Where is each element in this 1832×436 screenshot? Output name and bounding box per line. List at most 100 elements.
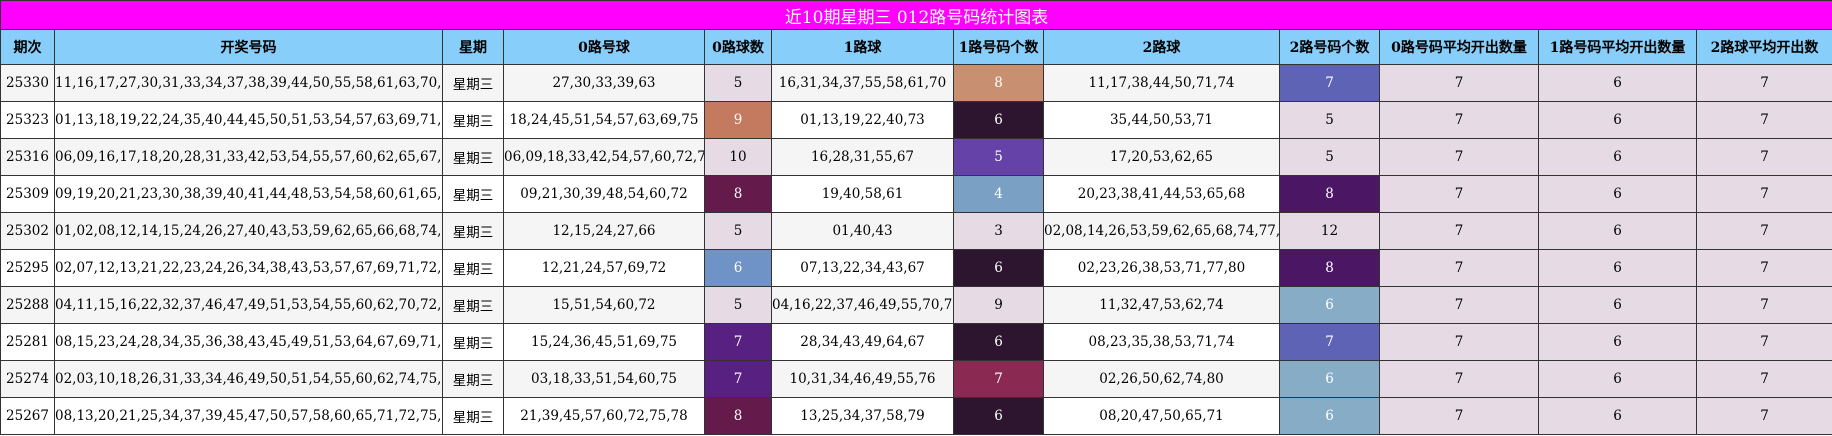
cell-period: 25330 <box>0 64 55 102</box>
cell-route0-balls: 18,24,45,51,54,57,63,69,75 <box>503 101 705 139</box>
cell-route0-balls: 21,39,45,57,60,72,75,78 <box>503 397 705 435</box>
cell-route2-average: 7 <box>1695 286 1832 324</box>
cell-route0-count: 7 <box>704 360 772 398</box>
cell-route2-average: 7 <box>1695 138 1832 176</box>
table-row: 25288 04,11,15,16,22,32,37,46,47,49,51,53… <box>0 286 1832 324</box>
cell-route0-balls: 12,21,24,57,69,72 <box>503 249 705 287</box>
cell-route2-count: 7 <box>1279 323 1380 361</box>
cell-period: 25323 <box>0 101 55 139</box>
table-row: 25330 11,16,17,27,30,31,33,34,37,38,39,44… <box>0 64 1832 102</box>
cell-route2-average: 7 <box>1695 397 1832 435</box>
cell-route0-count: 8 <box>704 397 772 435</box>
header-route1-balls: 1路球 <box>771 29 954 65</box>
cell-route2-count: 8 <box>1279 249 1380 287</box>
cell-weekday: 星期三 <box>442 360 504 398</box>
cell-route1-count: 6 <box>953 101 1044 139</box>
cell-route1-count: 6 <box>953 323 1044 361</box>
cell-route1-balls: 28,34,43,49,64,67 <box>771 323 954 361</box>
cell-period: 25288 <box>0 286 55 324</box>
cell-route1-balls: 19,40,58,61 <box>771 175 954 213</box>
cell-numbers: 06,09,16,17,18,20,28,31,33,42,53,54,55,5… <box>54 138 443 176</box>
cell-route2-count: 5 <box>1279 138 1380 176</box>
cell-route1-balls: 13,25,34,37,58,79 <box>771 397 954 435</box>
header-route1-count: 1路号码个数 <box>953 29 1044 65</box>
table-row: 25274 02,03,10,18,26,31,33,34,46,49,50,51… <box>0 360 1832 398</box>
cell-route0-count: 8 <box>704 175 772 213</box>
cell-route0-balls: 03,18,33,51,54,60,75 <box>503 360 705 398</box>
cell-numbers: 09,19,20,21,23,30,38,39,40,41,44,48,53,5… <box>54 175 443 213</box>
cell-route1-count: 7 <box>953 360 1044 398</box>
table-body: 25330 11,16,17,27,30,31,33,34,37,38,39,44… <box>0 64 1832 435</box>
cell-route2-count: 7 <box>1279 64 1380 102</box>
cell-route1-balls: 16,28,31,55,67 <box>771 138 954 176</box>
cell-route0-balls: 15,24,36,45,51,69,75 <box>503 323 705 361</box>
cell-route2-average: 7 <box>1695 360 1832 398</box>
cell-route2-average: 7 <box>1695 64 1832 102</box>
cell-weekday: 星期三 <box>442 323 504 361</box>
header-route2-average: 2路球平均开出数 <box>1695 29 1832 65</box>
cell-route1-average: 6 <box>1538 64 1697 102</box>
cell-weekday: 星期三 <box>442 64 504 102</box>
cell-numbers: 08,15,23,24,28,34,35,36,38,43,45,49,51,5… <box>54 323 443 361</box>
cell-route0-count: 5 <box>704 286 772 324</box>
cell-route0-count: 10 <box>704 138 772 176</box>
cell-route1-balls: 10,31,34,46,49,55,76 <box>771 360 954 398</box>
cell-route1-balls: 04,16,22,37,46,49,55,70,73 <box>771 286 954 324</box>
cell-route1-count: 4 <box>953 175 1044 213</box>
cell-route2-average: 7 <box>1695 175 1832 213</box>
cell-route1-average: 6 <box>1538 323 1697 361</box>
cell-route1-count: 9 <box>953 286 1044 324</box>
header-route0-average: 0路号码平均开出数量 <box>1379 29 1539 65</box>
table-row: 25281 08,15,23,24,28,34,35,36,38,43,45,49… <box>0 323 1832 361</box>
cell-route1-average: 6 <box>1538 175 1697 213</box>
cell-route1-count: 3 <box>953 212 1044 250</box>
cell-route2-balls: 02,08,14,26,53,59,62,65,68,74,77,80 <box>1043 212 1280 250</box>
cell-weekday: 星期三 <box>442 212 504 250</box>
table-row: 25323 01,13,18,19,22,24,35,40,44,45,50,51… <box>0 101 1832 139</box>
header-period: 期次 <box>0 29 55 65</box>
cell-numbers: 01,13,18,19,22,24,35,40,44,45,50,51,53,5… <box>54 101 443 139</box>
table-row: 25316 06,09,16,17,18,20,28,31,33,42,53,54… <box>0 138 1832 176</box>
cell-route2-count: 12 <box>1279 212 1380 250</box>
cell-route2-balls: 20,23,38,41,44,53,65,68 <box>1043 175 1280 213</box>
cell-route0-count: 5 <box>704 64 772 102</box>
cell-route1-average: 6 <box>1538 397 1697 435</box>
cell-numbers: 08,13,20,21,25,34,37,39,45,47,50,57,58,6… <box>54 397 443 435</box>
cell-route0-balls: 09,21,30,39,48,54,60,72 <box>503 175 705 213</box>
cell-route1-average: 6 <box>1538 360 1697 398</box>
cell-numbers: 02,07,12,13,21,22,23,24,26,34,38,43,53,5… <box>54 249 443 287</box>
table-row: 25295 02,07,12,13,21,22,23,24,26,34,38,43… <box>0 249 1832 287</box>
cell-route1-count: 6 <box>953 249 1044 287</box>
cell-numbers: 02,03,10,18,26,31,33,34,46,49,50,51,54,5… <box>54 360 443 398</box>
cell-route2-balls: 11,32,47,53,62,74 <box>1043 286 1280 324</box>
cell-route0-average: 7 <box>1379 175 1539 213</box>
cell-route0-average: 7 <box>1379 101 1539 139</box>
cell-route1-balls: 16,31,34,37,55,58,61,70 <box>771 64 954 102</box>
table-row: 25302 01,02,08,12,14,15,24,26,27,40,43,53… <box>0 212 1832 250</box>
cell-route2-balls: 08,23,35,38,53,71,74 <box>1043 323 1280 361</box>
cell-route2-balls: 35,44,50,53,71 <box>1043 101 1280 139</box>
cell-route1-count: 5 <box>953 138 1044 176</box>
cell-route1-average: 6 <box>1538 212 1697 250</box>
cell-route0-average: 7 <box>1379 64 1539 102</box>
table-title: 近10期星期三 012路号码统计图表 <box>0 0 1832 30</box>
cell-route1-balls: 01,13,19,22,40,73 <box>771 101 954 139</box>
cell-route0-average: 7 <box>1379 323 1539 361</box>
cell-route0-balls: 06,09,18,33,42,54,57,60,72,75 <box>503 138 705 176</box>
cell-route0-count: 5 <box>704 212 772 250</box>
cell-weekday: 星期三 <box>442 397 504 435</box>
cell-route2-balls: 02,26,50,62,74,80 <box>1043 360 1280 398</box>
cell-weekday: 星期三 <box>442 101 504 139</box>
cell-route1-average: 6 <box>1538 101 1697 139</box>
cell-route0-average: 7 <box>1379 360 1539 398</box>
cell-route0-average: 7 <box>1379 138 1539 176</box>
header-weekday: 星期 <box>442 29 504 65</box>
cell-weekday: 星期三 <box>442 175 504 213</box>
cell-route0-balls: 27,30,33,39,63 <box>503 64 705 102</box>
cell-route2-balls: 02,23,26,38,53,71,77,80 <box>1043 249 1280 287</box>
cell-numbers: 04,11,15,16,22,32,37,46,47,49,51,53,54,5… <box>54 286 443 324</box>
cell-period: 25281 <box>0 323 55 361</box>
cell-route0-average: 7 <box>1379 286 1539 324</box>
